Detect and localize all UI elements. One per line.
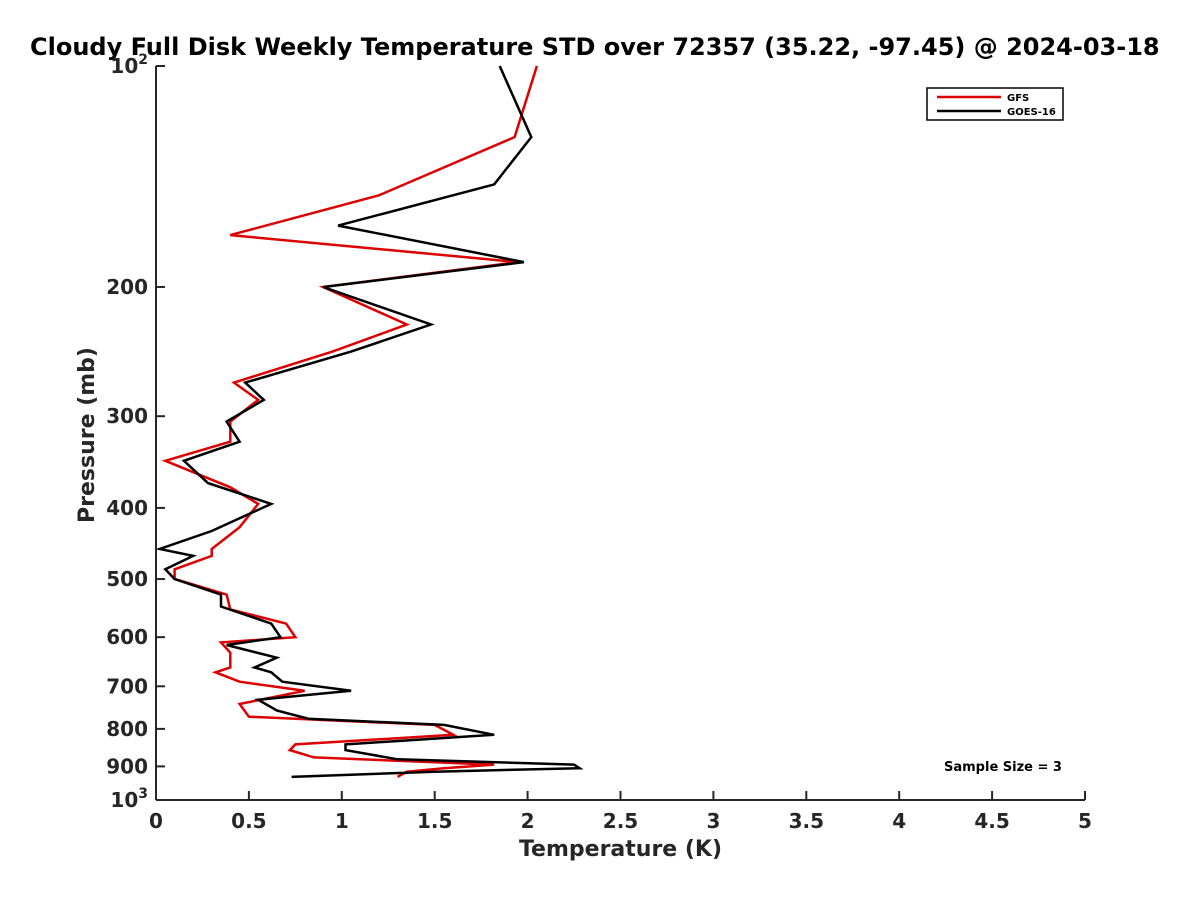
x-tick-label: 0.5 [231,809,266,833]
legend-label: GOES-16 [1007,107,1056,118]
series-line-goes-16 [154,65,584,779]
y-tick-label: 600 [106,625,148,649]
sample-size-annotation: Sample Size = 3 [944,760,1062,775]
x-tick-label: 1 [335,809,349,833]
legend-box [926,87,1064,121]
y-tick-label: 103 [110,786,148,812]
x-tick-label: 1.5 [417,809,452,833]
y-tick-label: 300 [106,404,148,428]
y-tick-label: 400 [106,496,148,520]
y-tick-label: 102 [110,52,148,78]
y-tick-label: 700 [106,674,148,698]
legend: GFS GOES-16 [926,87,1064,121]
series-layer [154,65,584,779]
x-tick-label: 4 [892,809,906,833]
x-tick-label: 5 [1078,809,1092,833]
y-axis-label: Pressure (mb) [75,347,100,523]
y-tick-label: 900 [106,754,148,778]
y-tick-label: 800 [106,717,148,741]
x-tick-label: 0 [149,809,163,833]
chart-title: Cloudy Full Disk Weekly Temperature STD … [30,33,1160,61]
x-tick-label: 2 [521,809,535,833]
axes-layer: 0 0.5 1 1.5 2 2.5 3 3.5 4 4.5 5 102 200 300 400 500 600 7… [106,52,1092,833]
y-tick-label: 500 [106,567,148,591]
series-line-gfs [161,65,539,778]
x-tick-label: 2.5 [603,809,638,833]
x-tick-label: 3 [706,809,720,833]
x-axis-label: Temperature (K) [519,837,722,862]
legend-label: GFS [1007,93,1029,104]
x-tick-label: 4.5 [974,809,1009,833]
y-tick-label: 200 [106,275,148,299]
x-tick-label: 3.5 [789,809,824,833]
